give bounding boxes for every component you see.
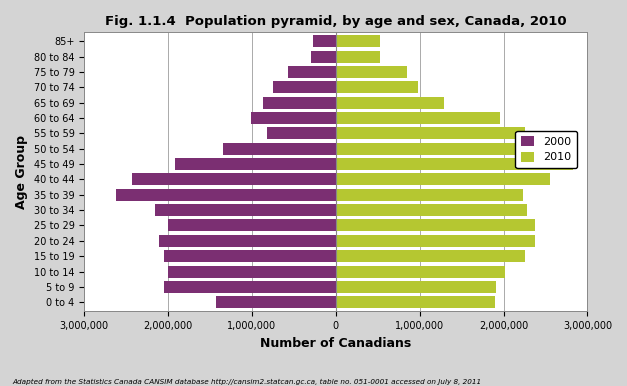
Bar bbox=[336, 296, 495, 308]
Bar bbox=[336, 173, 550, 185]
Bar bbox=[159, 235, 336, 247]
X-axis label: Number of Canadians: Number of Canadians bbox=[260, 337, 411, 350]
Bar bbox=[155, 204, 336, 216]
Bar bbox=[336, 158, 573, 170]
Bar bbox=[116, 189, 336, 201]
Title: Fig. 1.1.4  Population pyramid, by age and sex, Canada, 2010: Fig. 1.1.4 Population pyramid, by age an… bbox=[105, 15, 567, 28]
Text: Adapted from the Statistics Canada CANSIM database http://cansim2.statcan.gc.ca,: Adapted from the Statistics Canada CANSI… bbox=[13, 379, 482, 385]
Legend: 2000, 2010: 2000, 2010 bbox=[515, 131, 577, 168]
Bar bbox=[168, 220, 336, 232]
Bar bbox=[336, 250, 525, 262]
Bar bbox=[336, 96, 444, 108]
Bar bbox=[263, 96, 336, 108]
Bar bbox=[336, 112, 500, 124]
Bar bbox=[336, 266, 505, 278]
Bar bbox=[251, 112, 336, 124]
Bar bbox=[336, 281, 496, 293]
Bar bbox=[216, 296, 336, 308]
Bar bbox=[336, 127, 525, 139]
Bar bbox=[336, 81, 418, 93]
Bar bbox=[164, 250, 336, 262]
Bar bbox=[223, 143, 336, 155]
Bar bbox=[273, 81, 336, 93]
Bar bbox=[168, 266, 336, 278]
Bar bbox=[288, 66, 336, 78]
Bar bbox=[336, 235, 535, 247]
Bar bbox=[132, 173, 336, 185]
Bar bbox=[336, 66, 407, 78]
Y-axis label: Age Group: Age Group bbox=[15, 135, 28, 209]
Bar bbox=[312, 51, 336, 63]
Bar bbox=[336, 35, 380, 47]
Bar bbox=[313, 35, 336, 47]
Bar bbox=[336, 189, 523, 201]
Bar bbox=[267, 127, 336, 139]
Bar bbox=[336, 220, 535, 232]
Bar bbox=[164, 281, 336, 293]
Bar bbox=[336, 143, 562, 155]
Bar bbox=[336, 204, 527, 216]
Bar bbox=[175, 158, 336, 170]
Bar bbox=[336, 51, 380, 63]
